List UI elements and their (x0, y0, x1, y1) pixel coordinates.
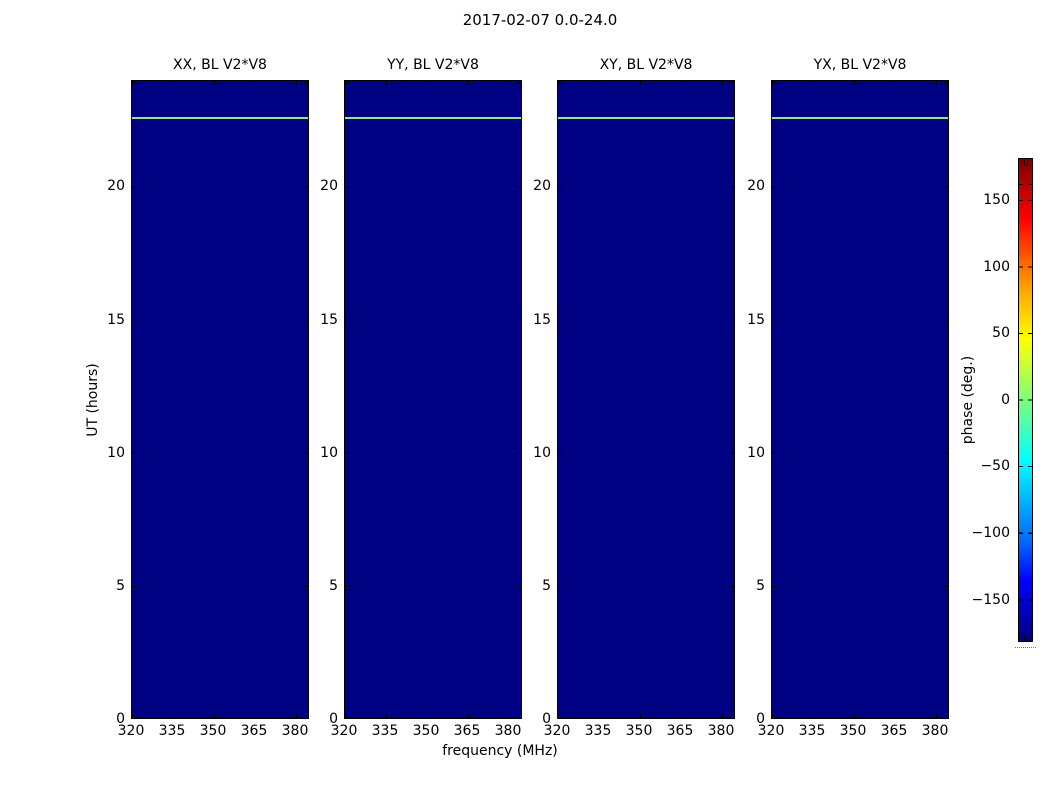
y-axis-label: UT (hours) (85, 363, 101, 437)
x-tick-label: 320 (757, 723, 785, 739)
subplot-title: XX, BL V2*V8 (173, 57, 267, 73)
colorbar-axis-label: phase (deg.) (960, 355, 976, 445)
colorbar-tick-label: 0 (1001, 392, 1010, 408)
x-axis-label: frequency (MHz) (442, 743, 558, 759)
colorbar-tick-label: −100 (971, 525, 1010, 541)
axis-ticks-right (730, 81, 734, 718)
axis-ticks-top (558, 81, 734, 85)
colorbar-comb-bottom (1021, 634, 1030, 641)
subplot-title: XY, BL V2*V8 (599, 57, 693, 73)
y-tick-label: 20 (747, 178, 765, 194)
x-tick-label: 350 (199, 723, 227, 739)
axis-ticks-right (517, 81, 521, 718)
y-tick-label: 5 (756, 578, 765, 594)
colorbar-tick-label: 150 (983, 192, 1010, 208)
x-tick-label: 365 (880, 723, 908, 739)
x-tick-label: 320 (330, 723, 358, 739)
axis-ticks-bottom (132, 714, 308, 718)
subplot-title: YX, BL V2*V8 (813, 57, 907, 73)
x-tick-label: 335 (798, 723, 826, 739)
subplot-xy: XY, BL V2*V8 20 15 10 5 0 320 335 350 36… (533, 0, 735, 800)
x-tick-label: 365 (240, 723, 268, 739)
y-tick-label: 20 (107, 178, 125, 194)
subplot-yx: YX, BL V2*V8 20 15 10 5 0 320 335 350 36… (747, 0, 949, 800)
data-stripe (558, 117, 734, 119)
x-tick-label: 365 (666, 723, 694, 739)
x-tick-label: 380 (921, 723, 949, 739)
axis-ticks-right (304, 81, 308, 718)
x-tick-label: 380 (494, 723, 522, 739)
y-tick-label: 0 (329, 711, 338, 727)
x-tick-label: 380 (707, 723, 735, 739)
colorbar-ticks-right (1028, 159, 1032, 641)
x-tick-label: 350 (839, 723, 867, 739)
subplot-xx: XX, BL V2*V8 20 15 10 5 0 320 335 350 36… (107, 0, 309, 800)
x-tick-label: 380 (281, 723, 309, 739)
y-tick-label: 15 (747, 312, 765, 328)
x-tick-label: 365 (453, 723, 481, 739)
y-tick-label: 20 (320, 178, 338, 194)
colorbar (1018, 158, 1033, 642)
y-tick-label: 20 (533, 178, 551, 194)
colorbar-tick-label: 50 (992, 325, 1010, 341)
colorbar-tick-label: 100 (983, 259, 1010, 275)
x-tick-label: 335 (371, 723, 399, 739)
y-tick-label: 5 (116, 578, 125, 594)
x-tick-label: 320 (117, 723, 145, 739)
axis-ticks-top (345, 81, 521, 85)
subplot-yy: YY, BL V2*V8 20 15 10 5 0 320 335 350 36… (320, 0, 522, 800)
y-tick-label: 10 (747, 445, 765, 461)
axis-ticks-left (345, 81, 349, 718)
y-tick-label: 15 (107, 312, 125, 328)
colorbar-ticks-left (1019, 159, 1023, 641)
heatmap-xx (131, 80, 309, 719)
axis-ticks-left (772, 81, 776, 718)
y-tick-label: 10 (533, 445, 551, 461)
data-stripe (132, 117, 308, 119)
subplot-title: YY, BL V2*V8 (387, 57, 479, 73)
heatmap-xy (557, 80, 735, 719)
y-tick-label: 0 (116, 711, 125, 727)
axis-ticks-left (558, 81, 562, 718)
heatmap-yy (344, 80, 522, 719)
y-tick-label: 5 (542, 578, 551, 594)
y-tick-label: 15 (533, 312, 551, 328)
colorbar-tick-label: −50 (980, 458, 1010, 474)
data-stripe (345, 117, 521, 119)
x-tick-label: 350 (412, 723, 440, 739)
axis-ticks-left (132, 81, 136, 718)
y-tick-label: 0 (756, 711, 765, 727)
axis-ticks-top (772, 81, 948, 85)
y-tick-label: 0 (542, 711, 551, 727)
data-stripe (772, 117, 948, 119)
y-tick-label: 10 (107, 445, 125, 461)
heatmap-yx (771, 80, 949, 719)
y-tick-label: 5 (329, 578, 338, 594)
x-tick-label: 350 (625, 723, 653, 739)
axis-ticks-bottom (345, 714, 521, 718)
x-tick-label: 335 (158, 723, 186, 739)
axis-ticks-right (944, 81, 948, 718)
y-tick-label: 10 (320, 445, 338, 461)
x-tick-label: 320 (543, 723, 571, 739)
colorbar-comb-top (1021, 159, 1030, 166)
axis-ticks-top (132, 81, 308, 85)
colorbar-underline (1015, 647, 1036, 648)
x-tick-label: 335 (584, 723, 612, 739)
y-tick-label: 15 (320, 312, 338, 328)
figure-title: 2017-02-07 0.0-24.0 (462, 11, 618, 29)
axis-ticks-bottom (558, 714, 734, 718)
colorbar-tick-label: −150 (971, 592, 1010, 608)
axis-ticks-bottom (772, 714, 948, 718)
